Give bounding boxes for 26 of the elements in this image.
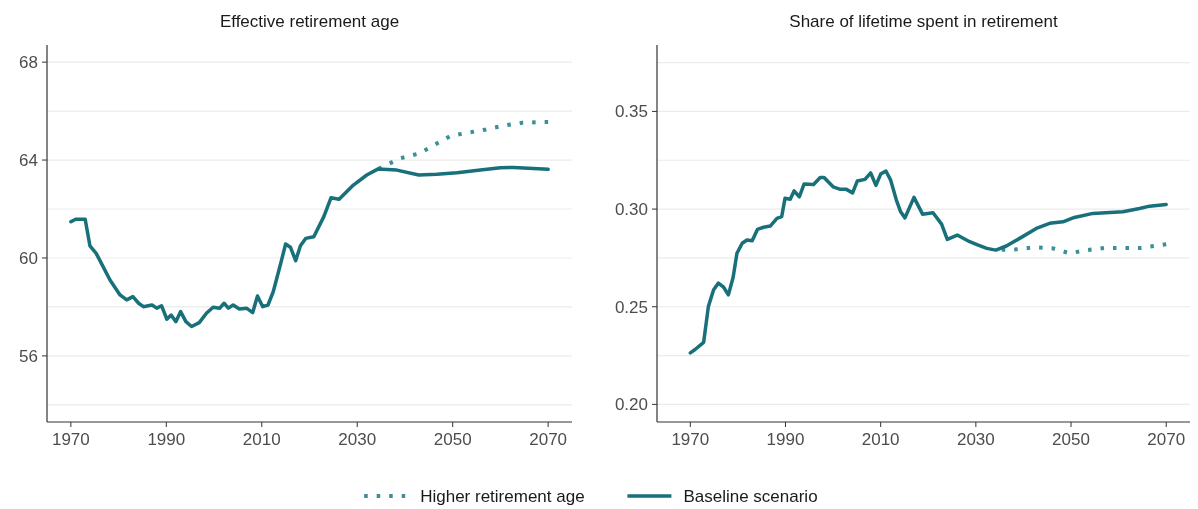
legend-label: Higher retirement age: [420, 486, 585, 506]
y-tick-label: 64: [19, 151, 38, 171]
line-series: [69, 165, 550, 329]
legend-label: Baseline scenario: [683, 486, 818, 506]
x-tick-label: 2030: [338, 430, 377, 449]
x-tick-label: 1990: [766, 430, 805, 449]
x-tick-label: 2010: [861, 430, 900, 449]
chart-title: Effective retirement age: [219, 12, 400, 31]
y-tick-label: 0.30: [614, 200, 648, 220]
y-tick-label: 60: [19, 248, 38, 268]
y-tick-label: 0.20: [614, 395, 648, 415]
x-tick-label: 2010: [242, 430, 281, 449]
x-tick-label: 2050: [433, 430, 472, 449]
y-tick-label: 0.35: [614, 102, 648, 122]
y-tick-label: 56: [19, 346, 38, 366]
y-tick-label: 0.25: [614, 297, 648, 317]
x-tick-label: 2070: [1147, 430, 1186, 449]
chart-title: Share of lifetime spent in retirement: [789, 12, 1058, 31]
x-tick-label: 1970: [51, 430, 90, 449]
x-tick-label: 2050: [1052, 430, 1090, 449]
x-tick-label: 1990: [147, 430, 186, 449]
x-tick-label: 1970: [671, 430, 710, 449]
line-series: [688, 169, 1168, 355]
y-tick-label: 68: [19, 53, 38, 73]
x-tick-label: 2030: [956, 430, 995, 449]
x-tick-label: 2070: [529, 430, 568, 449]
